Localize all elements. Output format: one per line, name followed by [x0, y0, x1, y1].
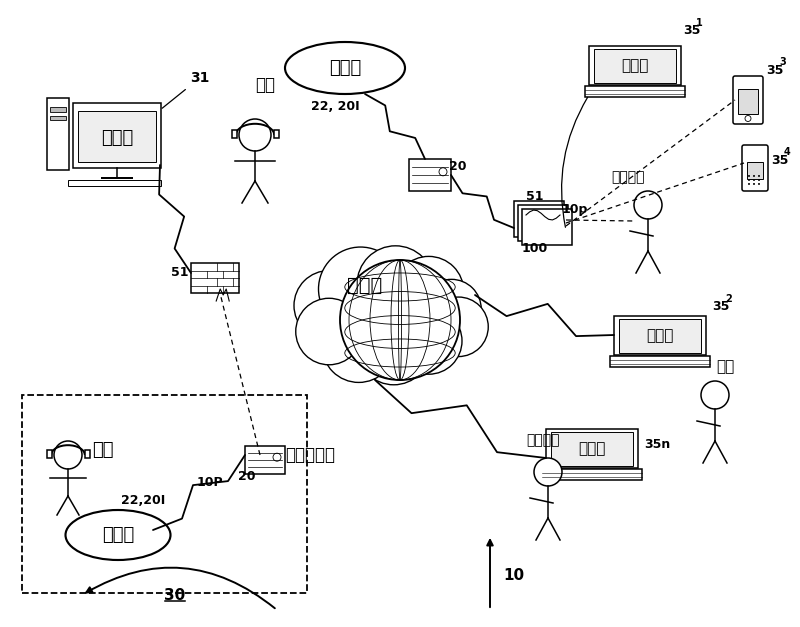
- FancyBboxPatch shape: [78, 111, 156, 162]
- Ellipse shape: [66, 510, 170, 560]
- Text: 因特网: 因特网: [347, 275, 382, 295]
- FancyBboxPatch shape: [610, 356, 710, 367]
- Text: 35: 35: [712, 300, 730, 314]
- FancyBboxPatch shape: [619, 319, 701, 353]
- Text: 22,20I: 22,20I: [121, 495, 165, 507]
- Circle shape: [395, 308, 462, 374]
- FancyBboxPatch shape: [733, 76, 763, 124]
- Text: 100: 100: [522, 241, 548, 255]
- Circle shape: [534, 458, 562, 486]
- Circle shape: [758, 175, 760, 177]
- FancyBboxPatch shape: [191, 263, 239, 293]
- Text: 35: 35: [683, 23, 700, 36]
- Circle shape: [753, 175, 755, 177]
- FancyBboxPatch shape: [514, 201, 564, 237]
- Text: 10: 10: [503, 567, 525, 582]
- Text: 客户端: 客户端: [578, 441, 606, 456]
- Text: 35: 35: [771, 154, 788, 167]
- Circle shape: [634, 191, 662, 219]
- FancyBboxPatch shape: [614, 316, 706, 355]
- Text: 患者: 患者: [92, 441, 114, 459]
- Circle shape: [753, 179, 755, 181]
- FancyBboxPatch shape: [50, 107, 66, 112]
- Text: 客户端: 客户端: [646, 329, 674, 344]
- FancyBboxPatch shape: [522, 209, 572, 245]
- Circle shape: [701, 381, 729, 409]
- FancyBboxPatch shape: [589, 46, 681, 85]
- Text: 服务器: 服务器: [101, 129, 133, 147]
- FancyBboxPatch shape: [47, 98, 69, 170]
- FancyBboxPatch shape: [50, 116, 66, 120]
- Circle shape: [758, 179, 760, 181]
- Circle shape: [296, 298, 362, 365]
- Text: 10P: 10P: [197, 475, 223, 488]
- Circle shape: [753, 183, 755, 185]
- Text: 22, 20I: 22, 20I: [310, 100, 359, 112]
- Circle shape: [748, 175, 750, 177]
- Circle shape: [748, 179, 750, 181]
- FancyBboxPatch shape: [274, 130, 279, 138]
- Text: 听力计: 听力计: [102, 526, 134, 544]
- Text: 35n: 35n: [644, 438, 670, 451]
- FancyBboxPatch shape: [73, 103, 161, 168]
- Text: 31: 31: [162, 71, 210, 108]
- Circle shape: [318, 247, 402, 331]
- Circle shape: [340, 260, 460, 380]
- FancyBboxPatch shape: [738, 88, 758, 114]
- Circle shape: [422, 280, 482, 339]
- Circle shape: [239, 119, 271, 151]
- Text: 2: 2: [725, 294, 732, 304]
- Text: 51: 51: [526, 189, 544, 203]
- Circle shape: [394, 256, 464, 327]
- FancyBboxPatch shape: [85, 450, 90, 458]
- Circle shape: [357, 246, 434, 323]
- FancyBboxPatch shape: [232, 130, 237, 138]
- FancyBboxPatch shape: [551, 432, 633, 466]
- Text: 4: 4: [784, 147, 790, 157]
- Text: 1: 1: [696, 18, 702, 28]
- Circle shape: [748, 183, 750, 185]
- Circle shape: [294, 271, 364, 340]
- Text: 20: 20: [238, 470, 256, 483]
- Circle shape: [429, 297, 488, 357]
- Text: 听力学家: 听力学家: [611, 170, 645, 184]
- Text: 35: 35: [766, 63, 783, 76]
- Circle shape: [758, 183, 760, 185]
- FancyBboxPatch shape: [47, 450, 52, 458]
- Text: 护士: 护士: [716, 359, 734, 374]
- Text: 通信适配器: 通信适配器: [285, 446, 335, 464]
- FancyBboxPatch shape: [594, 49, 676, 83]
- FancyBboxPatch shape: [409, 159, 451, 191]
- Circle shape: [322, 309, 395, 382]
- FancyBboxPatch shape: [68, 180, 161, 186]
- FancyBboxPatch shape: [747, 162, 763, 179]
- Ellipse shape: [285, 42, 405, 94]
- Text: 听力计: 听力计: [329, 59, 361, 77]
- FancyBboxPatch shape: [518, 205, 568, 241]
- FancyBboxPatch shape: [585, 86, 685, 97]
- FancyBboxPatch shape: [546, 429, 638, 468]
- Text: 客户端: 客户端: [622, 58, 649, 73]
- Text: 30: 30: [164, 587, 186, 603]
- Text: 听力学家: 听力学家: [526, 433, 560, 447]
- Circle shape: [357, 311, 430, 385]
- FancyBboxPatch shape: [542, 469, 642, 480]
- FancyBboxPatch shape: [22, 395, 307, 593]
- Text: 20: 20: [450, 161, 466, 174]
- Text: 3: 3: [779, 57, 786, 67]
- FancyBboxPatch shape: [742, 145, 768, 191]
- Text: 10p: 10p: [562, 204, 588, 216]
- Text: 患者: 患者: [255, 76, 275, 94]
- Circle shape: [54, 441, 82, 469]
- FancyBboxPatch shape: [245, 446, 285, 474]
- Text: 51: 51: [171, 266, 189, 280]
